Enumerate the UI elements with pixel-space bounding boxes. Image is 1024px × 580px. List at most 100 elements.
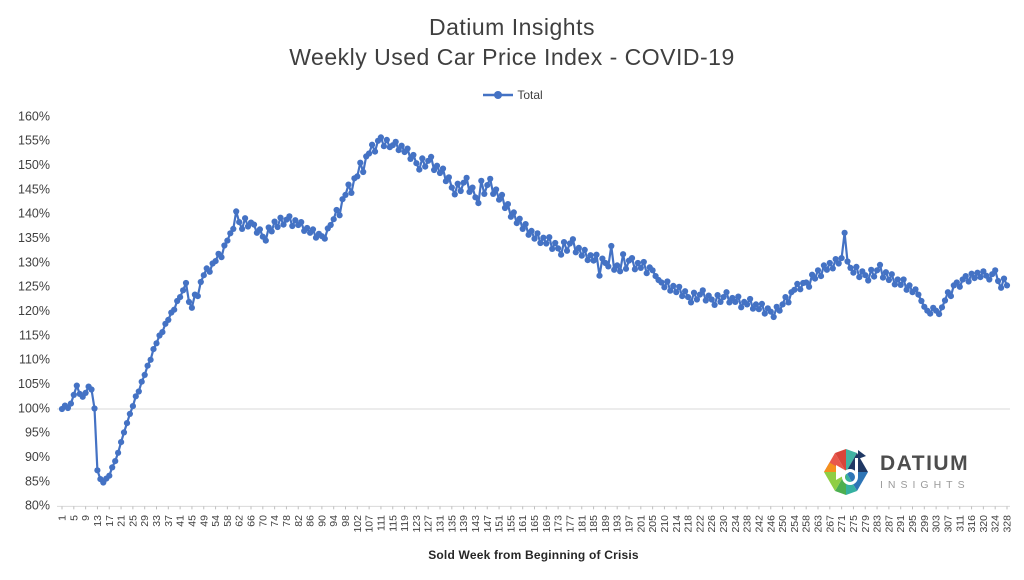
total-series-marker bbox=[457, 187, 464, 195]
datium-logo-text: DATIUM INSIGHTS bbox=[880, 452, 970, 492]
total-series-marker bbox=[947, 293, 955, 300]
x-axis-tick-label: 222 bbox=[694, 515, 706, 533]
total-series-marker bbox=[330, 216, 337, 223]
total-series-marker bbox=[661, 284, 668, 291]
total-series-marker bbox=[271, 218, 278, 225]
total-series-marker bbox=[481, 190, 488, 197]
total-series-marker bbox=[67, 400, 74, 407]
y-axis-tick-label: 110% bbox=[19, 353, 50, 367]
x-axis-tick-label: 242 bbox=[753, 515, 765, 533]
total-series-marker bbox=[398, 142, 405, 149]
total-series-marker bbox=[622, 265, 630, 272]
total-series-marker bbox=[274, 223, 281, 231]
x-axis-tick-label: 291 bbox=[895, 515, 907, 533]
x-axis-tick-label: 37 bbox=[163, 515, 175, 527]
y-axis-tick-label: 150% bbox=[18, 158, 50, 172]
x-axis-tick-label: 201 bbox=[635, 515, 647, 533]
y-axis-tick-label: 145% bbox=[18, 182, 50, 196]
total-series-marker bbox=[876, 261, 884, 268]
x-axis-tick-label: 9 bbox=[80, 515, 92, 521]
total-series-marker bbox=[537, 239, 544, 247]
total-series-marker bbox=[150, 346, 157, 353]
total-series-marker bbox=[868, 266, 875, 273]
total-series-marker bbox=[664, 278, 671, 285]
total-series-marker bbox=[280, 221, 287, 228]
x-axis-tick-label: 189 bbox=[600, 515, 612, 533]
total-series-marker bbox=[912, 286, 919, 293]
total-series-marker bbox=[708, 296, 715, 303]
total-series-marker bbox=[871, 273, 878, 280]
x-axis-tick-label: 299 bbox=[919, 515, 931, 533]
total-series-marker bbox=[797, 286, 804, 293]
total-series-marker bbox=[224, 237, 231, 244]
total-series-marker bbox=[123, 420, 131, 427]
total-series-marker bbox=[723, 289, 730, 296]
y-axis-tick-label: 80% bbox=[25, 499, 50, 513]
x-axis-tick-label: 98 bbox=[340, 515, 352, 527]
total-series-marker bbox=[879, 274, 887, 281]
total-series-marker bbox=[785, 299, 792, 306]
total-series-marker bbox=[770, 313, 777, 321]
x-axis-tick-label: 111 bbox=[375, 515, 387, 531]
total-series-marker bbox=[250, 221, 258, 228]
x-axis-tick-label: 155 bbox=[505, 515, 517, 533]
total-series-marker bbox=[673, 289, 680, 296]
total-series-marker bbox=[410, 151, 417, 159]
total-series-marker bbox=[558, 251, 565, 258]
total-series-marker bbox=[891, 281, 898, 288]
total-series-marker bbox=[611, 266, 618, 273]
x-axis-tick-label: 33 bbox=[151, 515, 163, 527]
total-series-marker bbox=[342, 191, 349, 198]
total-series-marker bbox=[726, 299, 733, 306]
total-series-marker bbox=[687, 299, 695, 306]
total-series-marker bbox=[366, 150, 373, 157]
total-series-marker bbox=[88, 386, 95, 393]
total-series-marker bbox=[915, 291, 922, 298]
total-series-marker bbox=[469, 184, 476, 191]
x-axis-tick-label: 193 bbox=[612, 515, 624, 533]
total-series-marker bbox=[200, 272, 207, 279]
total-series-marker bbox=[147, 356, 154, 363]
total-series-marker bbox=[475, 200, 482, 207]
total-series-marker bbox=[345, 181, 352, 188]
total-series-marker bbox=[782, 294, 789, 301]
x-axis-tick-label: 267 bbox=[824, 515, 836, 533]
total-series-marker bbox=[974, 269, 981, 276]
x-axis-tick-label: 147 bbox=[482, 515, 494, 533]
total-series-marker bbox=[126, 410, 133, 417]
total-series-marker bbox=[404, 145, 411, 152]
total-series-marker bbox=[129, 403, 136, 410]
y-axis-tick-label: 90% bbox=[25, 450, 50, 464]
total-series-marker bbox=[744, 301, 751, 308]
total-series-marker bbox=[850, 269, 857, 276]
total-series-marker bbox=[936, 311, 943, 318]
y-axis-tick-label: 155% bbox=[18, 134, 50, 148]
total-series-marker bbox=[572, 249, 579, 256]
total-series-marker bbox=[667, 287, 674, 294]
y-axis-tick-label: 95% bbox=[25, 426, 50, 440]
x-axis-tick-label: 102 bbox=[352, 515, 364, 533]
total-series-marker bbox=[811, 275, 819, 282]
total-series-marker bbox=[165, 316, 172, 323]
total-series-marker bbox=[956, 283, 963, 290]
x-axis-tick-label: 66 bbox=[246, 515, 258, 527]
total-series-marker bbox=[605, 263, 612, 270]
total-series-marker bbox=[380, 143, 387, 150]
total-series-marker bbox=[608, 242, 615, 250]
total-series-marker bbox=[540, 234, 547, 241]
total-series-marker bbox=[360, 168, 367, 176]
total-series-marker bbox=[820, 262, 828, 269]
total-series-marker bbox=[498, 191, 506, 198]
total-series-marker bbox=[463, 174, 470, 181]
total-series-marker bbox=[747, 295, 754, 303]
total-series-marker bbox=[436, 169, 444, 177]
total-series-marker bbox=[643, 270, 650, 277]
x-axis-tick-label: 107 bbox=[364, 515, 376, 533]
x-axis-tick-label: 246 bbox=[765, 515, 777, 533]
total-series-marker bbox=[735, 293, 742, 300]
total-series-marker bbox=[998, 284, 1005, 291]
total-series-marker bbox=[115, 449, 122, 456]
x-axis-tick-label: 90 bbox=[316, 515, 328, 527]
x-axis-tick-label: 119 bbox=[399, 515, 411, 532]
y-axis-tick-label: 140% bbox=[18, 207, 50, 221]
